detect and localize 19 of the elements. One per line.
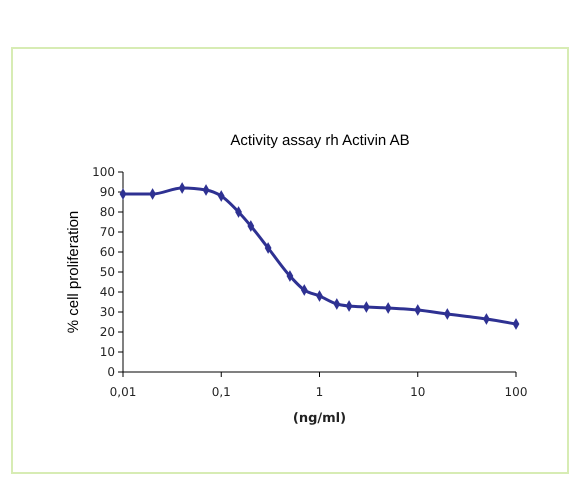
y-tick-label: 10 <box>100 345 115 360</box>
y-tick-label: 80 <box>100 205 115 220</box>
x-tick-label: 0,1 <box>212 385 231 399</box>
y-tick-label: 60 <box>100 245 115 260</box>
chart-title: Activity assay rh Activin AB <box>230 132 410 149</box>
x-tick-label: 10 <box>410 385 426 399</box>
y-tick-label: 30 <box>100 305 115 320</box>
x-axis-title: (ng/ml) <box>292 411 346 426</box>
y-tick-label: 40 <box>100 285 115 300</box>
x-tick-label: 0,01 <box>110 385 136 399</box>
x-tick-label: 100 <box>504 385 528 399</box>
x-tick-label: 1 <box>316 385 324 399</box>
y-tick-label: 20 <box>100 325 115 340</box>
y-tick-label: 70 <box>100 225 115 240</box>
y-tick-label: 50 <box>100 265 115 280</box>
y-tick-label: 100 <box>92 165 115 180</box>
y-tick-label: 90 <box>100 185 115 200</box>
y-tick-label: 0 <box>107 365 115 380</box>
y-axis-title: % cell proliferation <box>65 210 82 334</box>
